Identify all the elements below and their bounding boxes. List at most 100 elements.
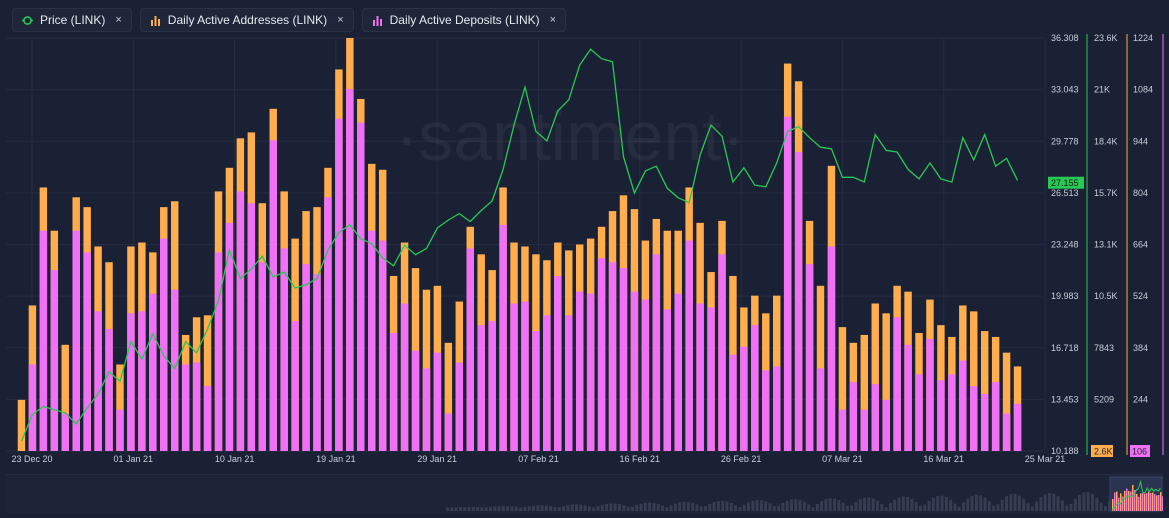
x-tick-label: 07 Mar 21	[822, 454, 863, 464]
address-bar	[61, 344, 69, 451]
navigator-bar	[798, 499, 802, 511]
deposit-bar	[280, 248, 288, 451]
remove-metric-price-icon[interactable]: ×	[115, 14, 122, 26]
deposit-bar	[521, 301, 529, 451]
price-tick-label: 29.778	[1051, 136, 1079, 146]
navigator-bar	[566, 505, 570, 511]
navigator-selected-bar	[1144, 493, 1146, 511]
deposit-bar	[904, 344, 912, 451]
price-tick-label: 13.453	[1051, 394, 1079, 404]
remove-metric-addresses-icon[interactable]: ×	[337, 14, 344, 26]
deposit-bar	[302, 264, 310, 451]
deposit-bar	[510, 303, 518, 451]
deposit-bar	[149, 293, 157, 451]
address-bar	[860, 334, 869, 451]
deposit-bar	[980, 393, 989, 451]
navigator-bar	[626, 506, 630, 511]
deposit-bar	[499, 224, 507, 451]
navigator-bar	[923, 504, 927, 511]
deposit-bar	[685, 240, 693, 451]
navigator-bar	[661, 505, 664, 511]
timeline-navigator[interactable]	[6, 474, 1164, 513]
deposit-bar	[773, 366, 781, 451]
x-tick-label: 07 Feb 21	[518, 454, 559, 464]
navigator-selected-bar	[1134, 490, 1136, 511]
deposit-bar	[543, 315, 551, 451]
navigator-bar	[962, 502, 965, 511]
navigator-selected-bar	[1118, 497, 1120, 511]
address-bar	[116, 364, 124, 451]
price-last-value-label: 27.155	[1051, 178, 1079, 188]
deposit-bar	[871, 384, 879, 451]
x-tick-label: 23 Dec 20	[11, 454, 52, 464]
navigator-bar	[914, 501, 918, 511]
navigator-bar	[949, 499, 953, 511]
navigator-bar	[867, 497, 871, 511]
addresses-tick-label: 23.6K	[1094, 33, 1118, 43]
navigator-selected-bar	[1150, 492, 1152, 511]
address-bar	[444, 342, 453, 451]
navigator-selected-bar	[1122, 496, 1124, 511]
navigator-bar	[686, 501, 690, 511]
deposit-bar	[860, 409, 869, 451]
navigator-bar	[536, 505, 540, 511]
navigator-bar	[450, 507, 454, 511]
legend-item-price[interactable]: Price (LINK) ×	[12, 8, 132, 32]
navigator-bar	[699, 506, 703, 511]
navigator-bar	[493, 506, 497, 511]
price-tick-label: 36.308	[1051, 33, 1079, 43]
navigator-bar	[828, 498, 832, 511]
navigator-bar	[974, 494, 978, 511]
navigator-bar	[527, 506, 531, 511]
deposit-bar	[72, 230, 80, 451]
legend-item-deposits[interactable]: Daily Active Deposits (LINK) ×	[361, 8, 567, 32]
navigator-bar	[910, 498, 914, 511]
deposit-bar	[94, 311, 102, 451]
navigator-bar	[1030, 506, 1034, 511]
navigator-bar	[583, 505, 587, 511]
navigator-bar	[639, 503, 643, 511]
navigator-bar	[742, 504, 746, 511]
deposit-bar	[663, 309, 671, 451]
navigator-bar	[1009, 494, 1013, 511]
x-tick-label: 01 Jan 21	[114, 454, 154, 464]
navigator-bar	[454, 507, 458, 511]
deposit-bar	[192, 362, 201, 451]
legend-item-addresses[interactable]: Daily Active Addresses (LINK) ×	[139, 8, 354, 32]
deposit-bar	[970, 386, 978, 451]
navigator-bar	[1039, 497, 1043, 511]
navigator-bar	[781, 502, 785, 511]
navigator-bar	[858, 499, 862, 511]
deposit-bar	[83, 252, 91, 451]
navigator-bar	[863, 497, 867, 511]
addresses-tick-label: 5209	[1094, 394, 1114, 404]
address-bar	[203, 315, 212, 451]
navigator-bar	[1048, 492, 1051, 511]
deposits-tick-label: 664	[1133, 240, 1148, 250]
price-tick-label: 10.188	[1051, 446, 1079, 456]
navigator-selected-bar	[1114, 492, 1116, 511]
deposits-tick-label: 384	[1133, 343, 1148, 353]
deposits-tick-label: 1224	[1133, 33, 1153, 43]
deposit-bar	[247, 203, 256, 451]
navigator-bar	[575, 504, 578, 511]
deposit-bar	[400, 303, 409, 451]
deposit-bar	[674, 293, 682, 451]
navigator-bar	[613, 503, 617, 511]
address-bar	[882, 313, 890, 451]
address-bar	[970, 311, 978, 451]
navigator-bar	[729, 502, 733, 511]
navigator-bar	[906, 496, 910, 511]
navigator-bar	[544, 505, 548, 511]
navigator-bar	[755, 499, 759, 511]
deposit-bar	[849, 382, 858, 451]
x-tick-label: 16 Mar 21	[923, 454, 964, 464]
legend-label-addresses: Daily Active Addresses (LINK)	[167, 13, 328, 27]
remove-metric-deposits-icon[interactable]: ×	[549, 14, 557, 26]
price-tick-label: 23.248	[1051, 240, 1079, 250]
navigator-bar	[966, 498, 970, 511]
navigator-bar	[772, 506, 776, 511]
navigator-chart[interactable]	[6, 475, 1164, 513]
price-last-value-badge	[1048, 176, 1084, 189]
